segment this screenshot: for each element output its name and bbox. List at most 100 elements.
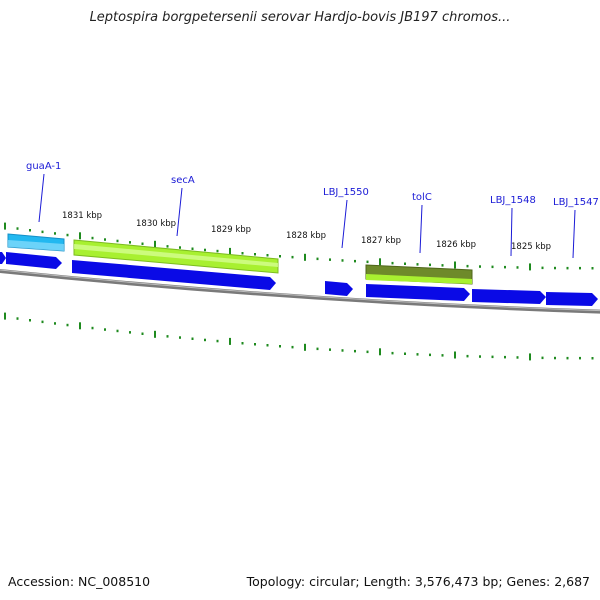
gene-tolC-lower xyxy=(366,274,472,284)
gc-track-dot xyxy=(29,319,31,322)
gc-track-dot xyxy=(354,349,356,353)
gc-track-dot xyxy=(141,242,144,245)
gene-arrow-left-edge[interactable] xyxy=(0,252,6,264)
gc-track-dot xyxy=(491,355,494,359)
gc-track-dot xyxy=(304,253,306,261)
kbp-label: 1830 kbp xyxy=(136,219,176,229)
gene-secA-shine xyxy=(74,244,278,267)
gc-track-dot xyxy=(129,241,131,244)
gc-track-dot xyxy=(516,356,519,359)
gene-LBJ_1548-arrow[interactable] xyxy=(472,289,546,304)
gc-track-dot xyxy=(16,227,19,230)
gc-track-dot xyxy=(341,259,344,262)
feature-track-upper xyxy=(7,233,473,285)
gc-track-dot xyxy=(229,247,231,255)
gc-track-dot xyxy=(41,230,44,234)
gc-track-dot xyxy=(41,320,44,324)
gc-track-dot xyxy=(154,330,156,338)
gene-LBJ_1547-arrow[interactable] xyxy=(546,292,598,306)
gene-label-tolC[interactable]: tolC xyxy=(412,192,432,203)
gc-track-dot xyxy=(66,233,69,237)
gc-track-dot xyxy=(404,352,406,355)
gc-track-dot xyxy=(304,343,306,351)
gc-track-dot xyxy=(79,232,81,240)
gene-secA-arrow[interactable] xyxy=(72,260,276,290)
gc-track-dot xyxy=(216,249,219,253)
gene-guaA-1-shine xyxy=(8,240,64,251)
gc-track-dot xyxy=(291,345,294,349)
gc-track-dot xyxy=(441,354,444,357)
gc-track-dot xyxy=(441,264,444,267)
kbp-label: 1826 kbp xyxy=(436,240,476,250)
gc-track-dot xyxy=(366,350,369,354)
gc-track-dot xyxy=(166,245,169,248)
gene-label-LBJ_1548[interactable]: LBJ_1548 xyxy=(490,195,536,206)
gc-track-dot xyxy=(479,355,481,358)
gc-track-dot xyxy=(254,253,256,256)
gc-track-dot xyxy=(316,347,319,351)
callout-line-tolC xyxy=(419,204,423,254)
gc-track-dot xyxy=(379,258,381,266)
gene-LBJ_1550-arrow[interactable] xyxy=(325,281,353,296)
gc-track-dot xyxy=(66,323,69,327)
gc-track-dot xyxy=(591,267,594,270)
gc-track-dot xyxy=(241,252,244,255)
gc-track-dot xyxy=(379,348,381,356)
gc-track-dot xyxy=(254,343,256,346)
gc-track-dot xyxy=(504,265,506,269)
callout-line-LBJ_1548 xyxy=(510,207,513,257)
gc-track-dot xyxy=(191,337,194,340)
gc-track-dot xyxy=(29,229,31,232)
gc-track-dot xyxy=(91,236,94,240)
gc-track-dot xyxy=(591,357,594,360)
gc-track-dot xyxy=(541,356,544,360)
gc-track-dot xyxy=(179,336,181,339)
gene-label-LBJ_1547[interactable]: LBJ_1547 xyxy=(553,197,599,208)
gene-label-secA[interactable]: secA xyxy=(171,175,195,186)
gc-track-dot xyxy=(354,259,356,263)
gene-tolC-arrow[interactable] xyxy=(366,284,470,301)
gc-track-dot xyxy=(429,353,431,357)
kbp-label: 1831 kbp xyxy=(62,211,102,221)
gc-track-dot xyxy=(266,254,269,257)
gc-track-dot xyxy=(54,232,56,235)
gc-track-dot xyxy=(466,354,469,358)
gc-track-dot xyxy=(579,266,581,270)
gc-track-dot xyxy=(466,264,469,268)
gc-track-dot xyxy=(404,262,406,265)
callout-line-LBJ_1550 xyxy=(341,199,348,249)
gc-track-dot xyxy=(116,329,119,333)
gc-track-dot xyxy=(416,263,419,266)
gc-track-dot xyxy=(104,328,106,331)
gc-track-dot xyxy=(491,265,494,269)
backbone-highlight xyxy=(0,269,600,312)
kbp-label: 1825 kbp xyxy=(511,242,551,252)
gene-label-guaA-1[interactable]: guaA-1 xyxy=(26,161,61,172)
gc-track-dot xyxy=(129,331,131,334)
chromosome-backbone xyxy=(0,269,600,314)
callout-line-LBJ_1547 xyxy=(572,209,576,259)
gc-track-dot xyxy=(566,356,569,360)
gc-track-dot xyxy=(116,239,119,243)
gc-track-dot xyxy=(391,261,394,265)
gc-track-dot xyxy=(579,356,581,360)
gc-track-dot xyxy=(141,332,144,335)
gc-track-dot xyxy=(179,246,181,249)
gc-track-dot xyxy=(504,355,506,359)
gc-track-dot xyxy=(166,335,169,338)
gc-track-dot xyxy=(329,258,331,261)
gc-track-dot xyxy=(329,348,331,351)
gc-track-dot xyxy=(516,266,519,269)
callout-line-secA xyxy=(176,187,183,237)
gene-label-LBJ_1550[interactable]: LBJ_1550 xyxy=(323,187,369,198)
gc-track-dot xyxy=(316,257,319,261)
gc-track-dot xyxy=(529,353,531,361)
kbp-scale: 1831 kbp 1830 kbp 1829 kbp 1828 kbp 1827… xyxy=(62,211,551,252)
gene-guaA-1-arrow[interactable] xyxy=(6,252,62,269)
gc-track-upper xyxy=(4,222,594,271)
gc-track-dot xyxy=(229,337,231,345)
gc-track-dot xyxy=(566,266,569,270)
gc-track-dot xyxy=(154,240,156,248)
